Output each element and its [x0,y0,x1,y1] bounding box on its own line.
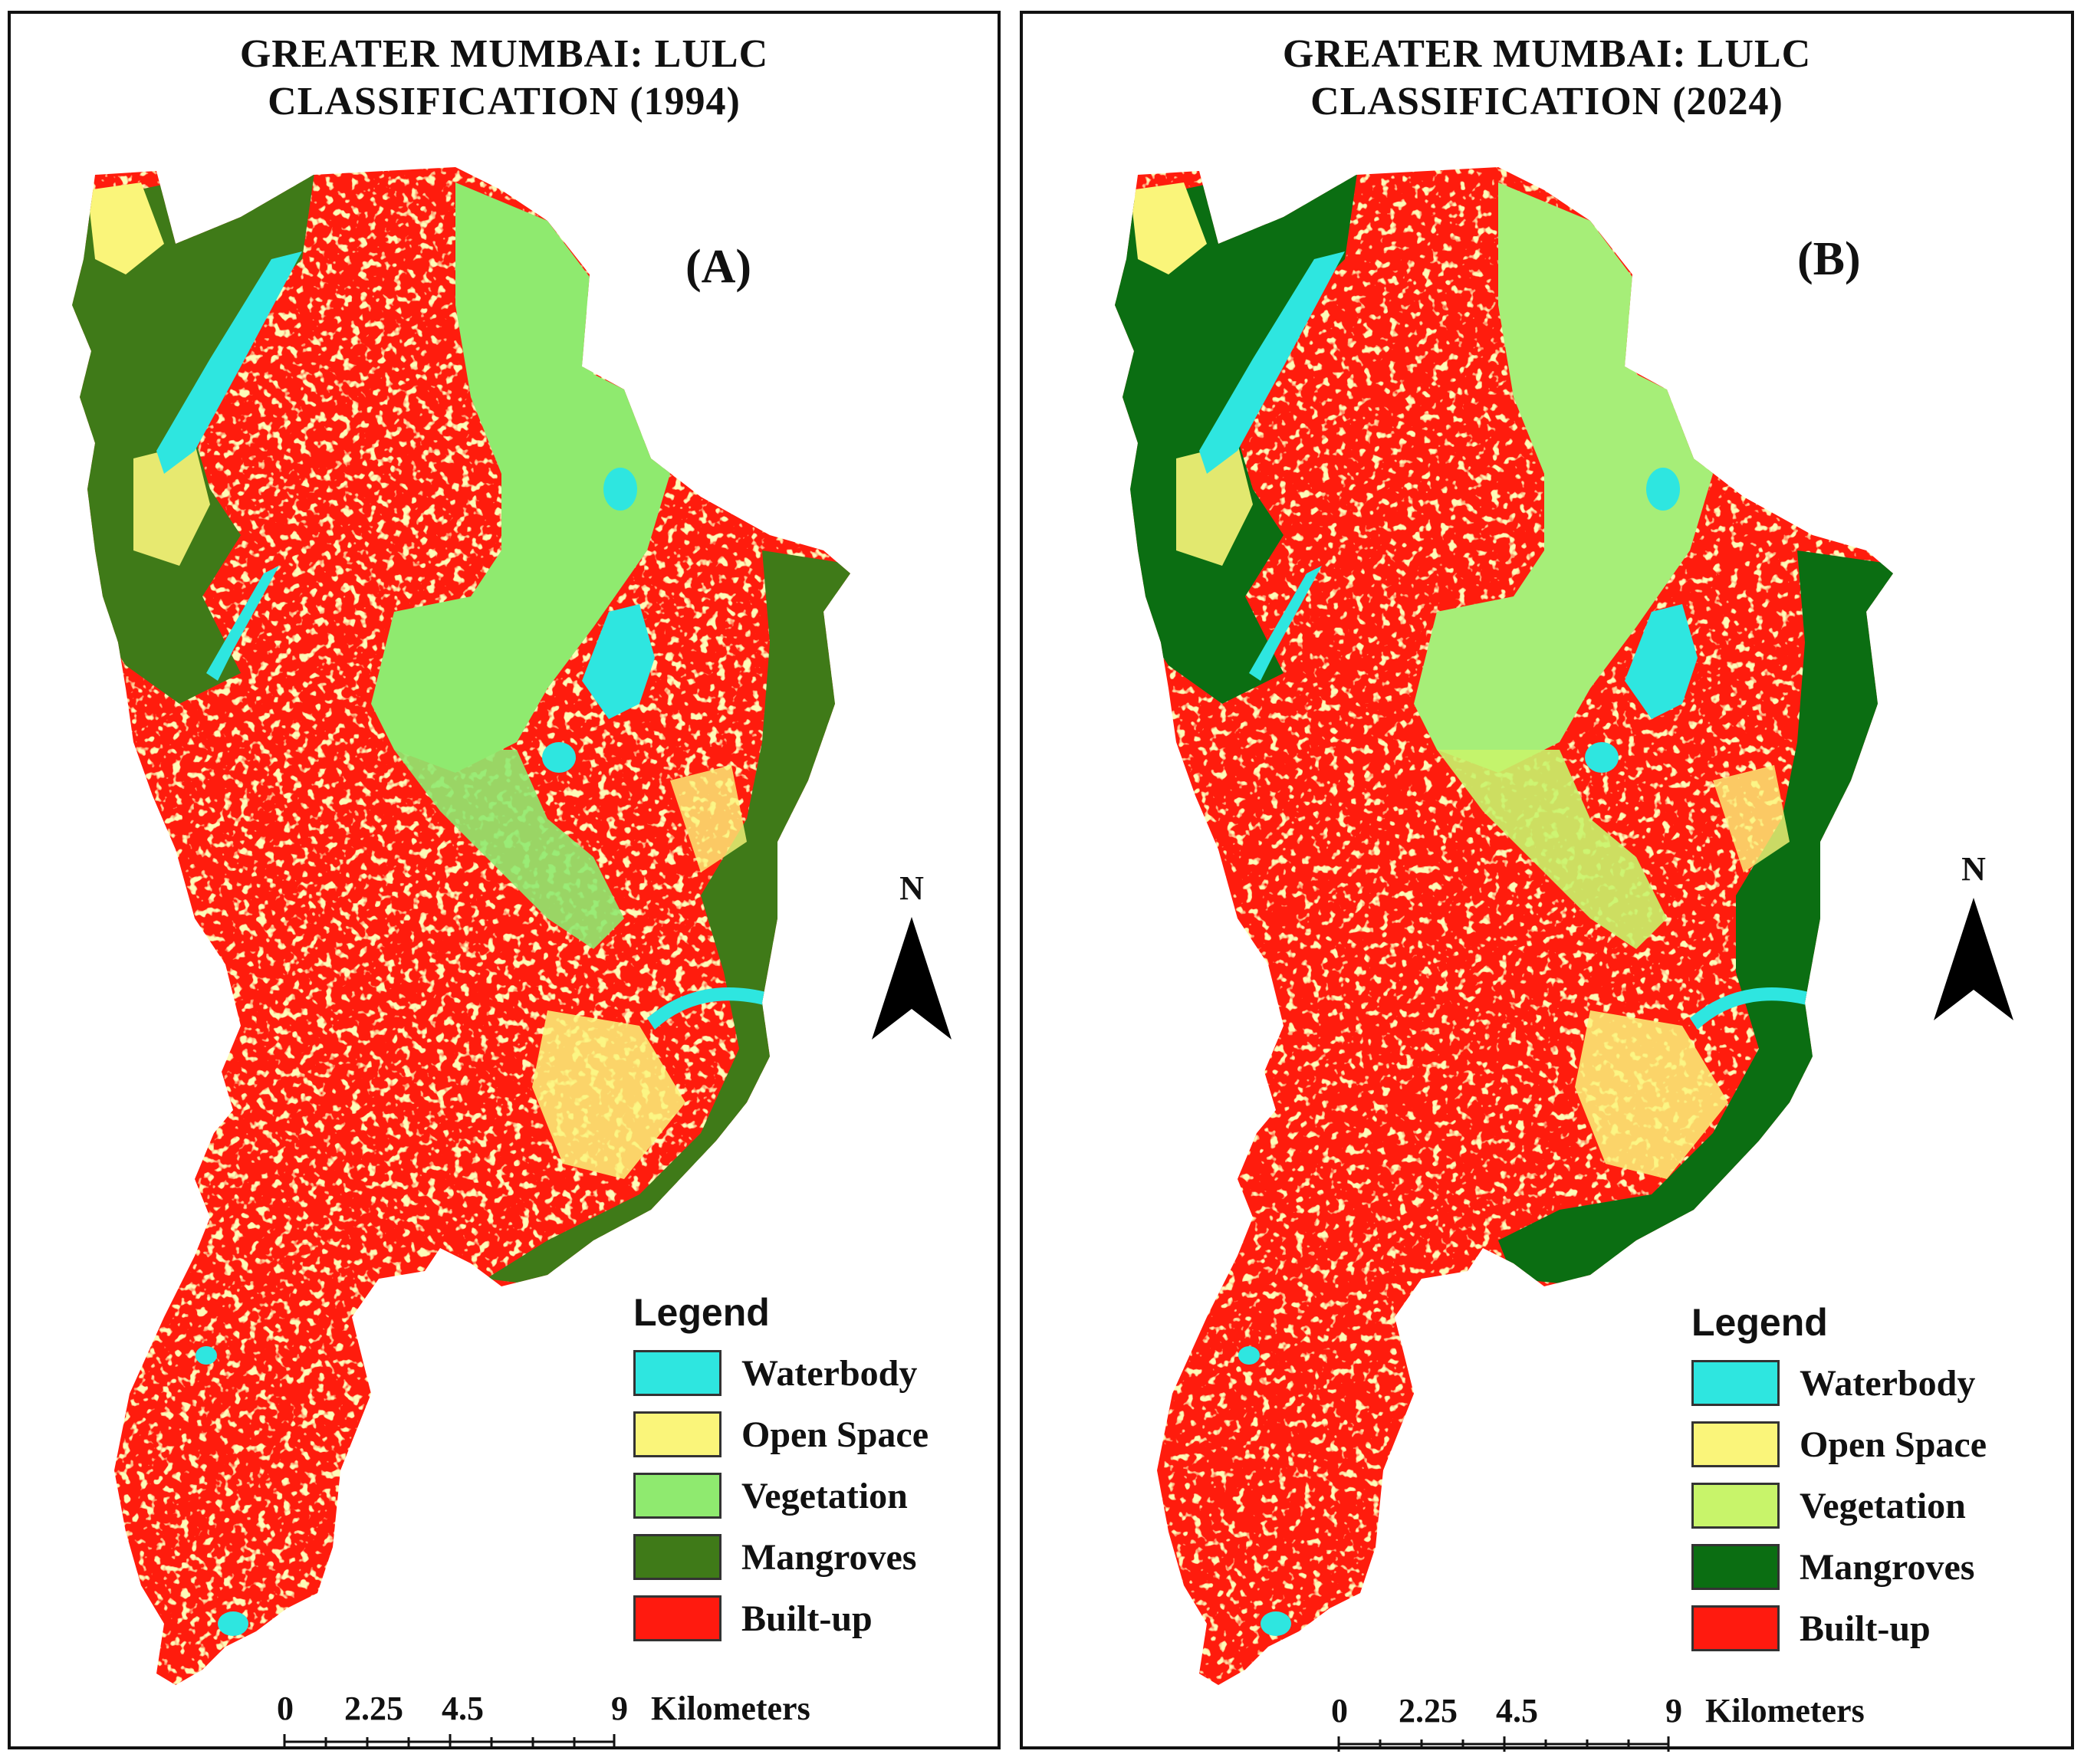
scale-bar-graphic [283,1734,616,1749]
scale-tick-label: 9 [611,1690,628,1727]
legend-label: Built-up [1800,1608,1931,1649]
panel-label: (B) [1797,233,1861,285]
north-arrow: N [869,869,954,1040]
legend-item-waterbody: Waterbody [1691,1352,1987,1414]
scale-tick-label: 4.5 [1496,1692,1538,1730]
north-label: N [1961,850,1986,888]
north-arrow-icon [1934,898,2013,1020]
scale-tick-label: 4.5 [442,1690,484,1727]
legend-item-waterbody: Waterbody [633,1342,929,1404]
scale-bar-graphic [1337,1736,1670,1752]
legend-label: Mangroves [741,1536,917,1578]
scale-bar: 0 2.25 4.5 9 Kilometers [277,1689,810,1758]
map-title-line1: GREATER MUMBAI: LULC [239,32,769,76]
legend-swatch [633,1411,722,1457]
legend-swatch [1691,1483,1780,1529]
legend-item-open-space: Open Space [1691,1414,1987,1475]
map-panel-b: GREATER MUMBAI: LULC CLASSIFICATION (202… [1020,11,2074,1752]
scale-tick-label: 0 [277,1690,294,1727]
legend-item-built-up: Built-up [1691,1598,1987,1659]
lulc-map-2024 [1115,167,1893,1685]
map-title-line2: CLASSIFICATION (1994) [268,80,741,123]
scale-tick-label: 9 [1665,1692,1682,1730]
legend-label: Vegetation [741,1475,908,1516]
north-arrow-icon [872,917,952,1040]
legend-swatch [633,1473,722,1519]
scale-tick-label: 0 [1331,1692,1348,1730]
legend-label: Mangroves [1800,1546,1975,1588]
legend: Legend Waterbody Open Space Vegetation M… [1691,1300,1987,1659]
legend-item-vegetation: Vegetation [1691,1475,1987,1536]
legend-swatch [633,1534,722,1580]
legend-label: Waterbody [1800,1362,1976,1404]
map-title-line2: CLASSIFICATION (2024) [1310,80,1783,123]
scale-unit-label: Kilometers [1705,1692,1865,1730]
north-label: N [899,869,924,907]
legend-swatch [1691,1360,1780,1406]
legend-item-mangroves: Mangroves [633,1526,929,1588]
scale-tick-label: 2.25 [1399,1692,1458,1730]
legend-label: Open Space [741,1414,929,1455]
legend: Legend Waterbody Open Space Vegetation M… [633,1290,929,1649]
north-arrow: N [1931,849,2016,1020]
scale-tick-label: 2.25 [344,1690,403,1727]
panel-label: (A) [685,241,752,293]
legend-swatch [1691,1421,1780,1467]
legend-item-open-space: Open Space [633,1404,929,1465]
map-panel-a: GREATER MUMBAI: LULC CLASSIFICATION (199… [8,11,1001,1749]
legend-label: Open Space [1800,1424,1987,1465]
legend-swatch [1691,1544,1780,1590]
map-title-line1: GREATER MUMBAI: LULC [1282,32,1812,76]
legend-item-built-up: Built-up [633,1588,929,1649]
legend-title: Legend [1691,1301,1828,1344]
legend-label: Waterbody [741,1352,918,1394]
legend-swatch [633,1350,722,1396]
legend-item-mangroves: Mangroves [1691,1536,1987,1598]
legend-label: Built-up [741,1598,873,1639]
legend-swatch [633,1595,722,1641]
map-title: GREATER MUMBAI: LULC CLASSIFICATION (199… [11,31,998,126]
scale-unit-label: Kilometers [651,1690,810,1727]
legend-swatch [1691,1605,1780,1651]
map-title: GREATER MUMBAI: LULC CLASSIFICATION (202… [1023,31,2071,126]
scale-bar: 0 2.25 4.5 9 Kilometers [1331,1691,1865,1760]
legend-item-vegetation: Vegetation [633,1465,929,1526]
legend-title: Legend [633,1291,770,1334]
legend-label: Vegetation [1800,1485,1966,1526]
